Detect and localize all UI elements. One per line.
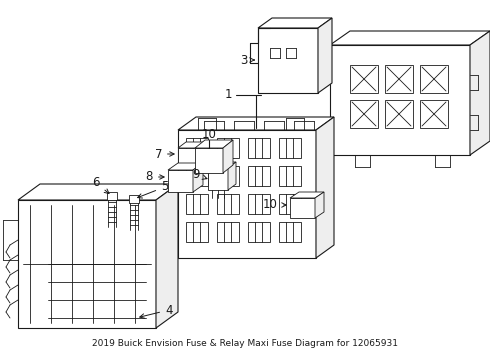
Polygon shape: [279, 166, 301, 186]
Polygon shape: [178, 130, 316, 258]
Polygon shape: [217, 222, 239, 242]
Polygon shape: [18, 200, 156, 328]
Text: 5: 5: [138, 180, 169, 198]
Polygon shape: [217, 166, 239, 186]
Text: 7: 7: [154, 148, 174, 161]
Polygon shape: [385, 100, 413, 128]
Polygon shape: [195, 140, 233, 148]
Text: 10: 10: [263, 198, 286, 211]
Text: 4: 4: [140, 303, 172, 318]
Polygon shape: [290, 198, 315, 218]
Polygon shape: [178, 117, 334, 130]
Polygon shape: [168, 170, 193, 192]
Polygon shape: [279, 222, 301, 242]
Polygon shape: [420, 65, 448, 93]
Polygon shape: [178, 148, 200, 166]
Polygon shape: [318, 18, 332, 93]
Text: 8: 8: [146, 171, 164, 184]
Polygon shape: [200, 142, 208, 166]
Text: 6: 6: [93, 176, 109, 194]
Polygon shape: [156, 184, 178, 328]
Polygon shape: [168, 163, 203, 170]
Polygon shape: [420, 100, 448, 128]
Polygon shape: [129, 195, 139, 203]
Polygon shape: [193, 163, 203, 192]
Polygon shape: [385, 65, 413, 93]
Polygon shape: [228, 162, 236, 190]
Polygon shape: [186, 194, 208, 214]
Text: 10: 10: [201, 129, 217, 141]
Polygon shape: [279, 194, 301, 214]
Polygon shape: [330, 45, 470, 155]
Text: 9: 9: [193, 168, 207, 181]
Polygon shape: [223, 140, 233, 173]
Polygon shape: [217, 138, 239, 158]
Polygon shape: [350, 100, 378, 128]
Polygon shape: [208, 168, 228, 190]
Polygon shape: [248, 194, 270, 214]
Polygon shape: [248, 138, 270, 158]
Polygon shape: [258, 18, 332, 28]
Polygon shape: [315, 192, 324, 218]
Polygon shape: [248, 166, 270, 186]
Text: 1: 1: [224, 89, 232, 102]
Polygon shape: [248, 222, 270, 242]
Polygon shape: [18, 184, 178, 200]
Polygon shape: [186, 222, 208, 242]
Polygon shape: [258, 28, 318, 93]
Polygon shape: [107, 192, 117, 200]
Polygon shape: [186, 166, 208, 186]
Polygon shape: [178, 142, 208, 148]
Polygon shape: [186, 138, 208, 158]
Text: 3: 3: [241, 54, 254, 67]
Polygon shape: [470, 31, 490, 155]
Polygon shape: [290, 192, 324, 198]
Text: 2: 2: [0, 359, 1, 360]
Polygon shape: [316, 117, 334, 258]
Polygon shape: [330, 31, 490, 45]
Polygon shape: [279, 138, 301, 158]
Polygon shape: [208, 162, 236, 168]
Polygon shape: [350, 65, 378, 93]
Polygon shape: [195, 148, 223, 173]
Text: 2019 Buick Envision Fuse & Relay Maxi Fuse Diagram for 12065931: 2019 Buick Envision Fuse & Relay Maxi Fu…: [92, 339, 398, 348]
Polygon shape: [217, 194, 239, 214]
